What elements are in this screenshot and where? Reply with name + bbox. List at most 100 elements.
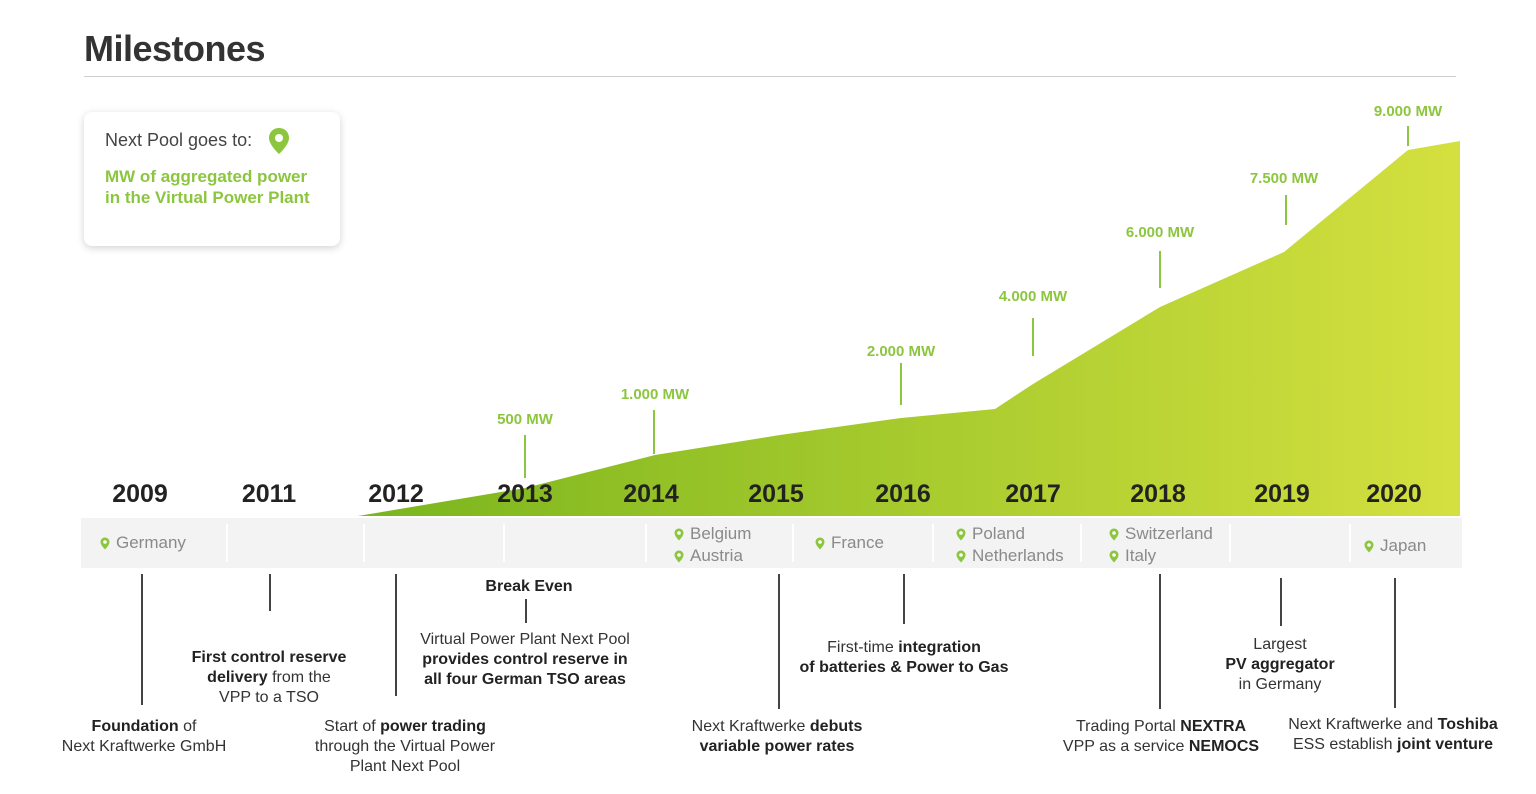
mw-tick-2013 — [524, 435, 526, 478]
country-name: Belgium — [690, 524, 752, 543]
mw-label-2013: 500 MW — [497, 411, 553, 428]
event-line: Next Kraftwerke GmbH — [61, 738, 227, 755]
event-2020: Next Kraftwerke and Toshiba ESS establis… — [1288, 715, 1498, 755]
page-title: Milestones — [84, 28, 266, 69]
country-name: France — [831, 533, 884, 552]
band-separator — [226, 524, 228, 562]
event-2018: Trading Portal NEXTRA VPP as a service N… — [1063, 717, 1259, 757]
event-connector-2015 — [778, 574, 780, 709]
location-pin-icon — [100, 537, 110, 549]
event-text: First-time — [827, 639, 899, 656]
country-name: Poland — [972, 524, 1025, 543]
country-item: France — [815, 532, 884, 554]
event-connector-2020 — [1394, 578, 1396, 708]
event-connector-2019 — [1280, 578, 1282, 626]
event-bold: joint venture — [1397, 736, 1494, 753]
event-2009: Foundation of Next Kraftwerke GmbH — [62, 717, 226, 757]
country-name: Italy — [1125, 546, 1157, 565]
event-2013: Virtual Power Plant Next Pool provides c… — [420, 630, 630, 690]
legend-box: Next Pool goes to: MW of aggregated powe… — [84, 112, 340, 246]
event-2012: Start of power trading through the Virtu… — [315, 717, 495, 777]
mw-tick-2014 — [653, 410, 655, 454]
mw-tick-2017 — [1032, 318, 1034, 356]
mw-label-2019: 7.500 MW — [1249, 170, 1319, 187]
country-item: Italy — [1109, 545, 1213, 567]
year-2015: 2015 — [748, 480, 804, 508]
country-name: Switzerland — [1125, 524, 1213, 543]
countries-2020: Japan — [1364, 535, 1426, 557]
countries-2009: Germany — [100, 532, 186, 554]
location-pin-icon — [815, 537, 825, 549]
year-2016: 2016 — [875, 480, 931, 508]
location-pin-icon — [956, 528, 966, 540]
event-line: Plant Next Pool — [349, 758, 461, 775]
legend-heading: Next Pool goes to: — [105, 130, 253, 150]
band-separator — [1080, 524, 1082, 562]
location-pin-icon — [269, 128, 289, 154]
event-bold: PV aggregator — [1225, 656, 1335, 673]
event-bold: power trading — [380, 718, 486, 735]
band-separator — [792, 524, 794, 562]
event-connector-2016 — [903, 574, 905, 624]
year-2020: 2020 — [1366, 480, 1422, 508]
mw-tick-2018 — [1159, 251, 1161, 288]
event-2015: Next Kraftwerke debuts variable power ra… — [692, 717, 863, 757]
year-2012: 2012 — [368, 480, 424, 508]
event-2019: Largest PV aggregator in Germany — [1225, 635, 1334, 695]
countries-2018: Switzerland Italy — [1109, 523, 1213, 567]
event-bold: of batteries & Power to Gas — [799, 659, 1009, 676]
location-pin-icon — [956, 550, 966, 562]
event-bold: Break Even — [485, 578, 573, 595]
year-2018: 2018 — [1130, 480, 1186, 508]
mw-label-2014: 1.000 MW — [620, 386, 690, 403]
event-text: VPP as a service — [1062, 738, 1189, 755]
event-connector-2018 — [1159, 574, 1161, 709]
year-2011: 2011 — [241, 480, 297, 508]
event-bold: delivery — [207, 669, 268, 686]
event-connector-2013 — [525, 599, 527, 623]
event-bold: integration — [898, 639, 981, 656]
mw-tick-2016 — [900, 363, 902, 405]
country-item: Netherlands — [956, 545, 1064, 567]
event-2013-break-even: Break Even — [485, 577, 572, 597]
location-pin-icon — [1364, 540, 1374, 552]
countries-2015: France — [815, 532, 884, 554]
band-separator — [645, 524, 647, 562]
event-bold: debuts — [809, 718, 863, 735]
legend-description: MW of aggregated power in the Virtual Po… — [105, 167, 310, 207]
country-item: Austria — [674, 545, 751, 567]
event-bold: Toshiba — [1437, 716, 1498, 733]
country-name: Netherlands — [972, 546, 1064, 565]
country-item: Japan — [1364, 535, 1426, 557]
country-item: Germany — [100, 532, 186, 554]
event-connector-2009 — [141, 574, 143, 705]
mw-tick-2020 — [1407, 126, 1409, 146]
event-line: VPP to a TSO — [219, 689, 319, 706]
event-line: through the Virtual Power — [314, 738, 496, 755]
location-pin-icon — [1109, 528, 1119, 540]
band-separator — [1349, 524, 1351, 562]
event-2011: First control reserve delivery from the … — [192, 648, 347, 708]
location-pin-icon — [674, 528, 684, 540]
country-item: Switzerland — [1109, 523, 1213, 545]
country-band — [81, 518, 1462, 568]
band-separator — [932, 524, 934, 562]
event-line: in Germany — [1238, 676, 1322, 693]
event-text: Trading Portal — [1075, 718, 1181, 735]
mw-tick-2019 — [1285, 195, 1287, 225]
year-2009: 2009 — [112, 480, 168, 508]
event-connector-2011 — [269, 574, 271, 611]
band-separator — [503, 524, 505, 562]
band-separator — [1229, 524, 1231, 562]
mw-label-2020: 9.000 MW — [1373, 103, 1443, 120]
event-text: ESS establish — [1292, 736, 1398, 753]
event-bold: NEXTRA — [1180, 718, 1247, 735]
year-2017: 2017 — [1005, 480, 1061, 508]
title-divider — [84, 76, 1456, 77]
event-text: Next Kraftwerke — [691, 718, 810, 735]
event-bold: provides control reserve in — [422, 651, 628, 668]
country-item: Poland — [956, 523, 1064, 545]
event-bold: Foundation — [91, 718, 179, 735]
event-2016: First-time integration of batteries & Po… — [800, 638, 1009, 678]
